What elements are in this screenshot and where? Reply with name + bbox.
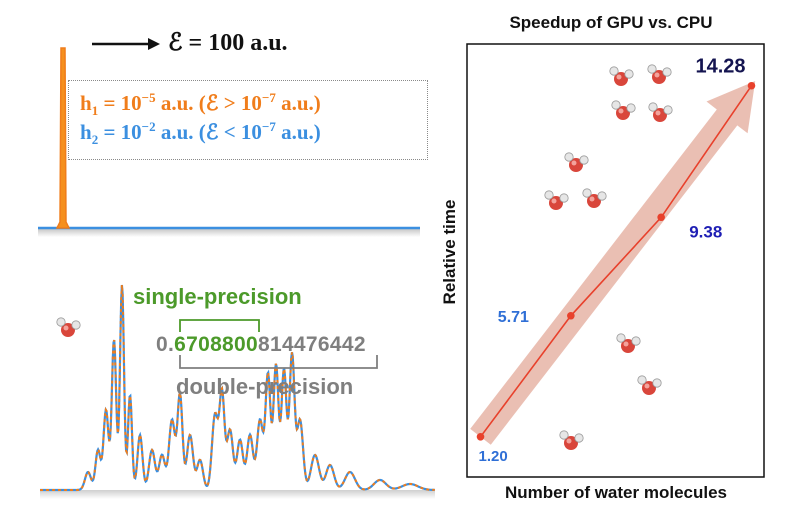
number-single-part: 6708800 <box>174 333 258 356</box>
water-molecule-icon <box>647 64 672 85</box>
h1-exp: −5 <box>141 90 156 105</box>
x-axis-label: Number of water molecules <box>504 483 727 502</box>
value-label-4: 14.28 <box>696 56 746 78</box>
h1-unit: a.u. (ℰ > 10 <box>155 91 262 115</box>
h2-line: h2 = 10−2 a.u. (ℰ < 10−7 a.u.) <box>80 119 321 148</box>
series-line <box>479 85 753 438</box>
value-label-1: 1.20 <box>479 448 508 465</box>
h1-line: h1 = 10−5 a.u. (ℰ > 10−7 a.u.) <box>80 90 321 119</box>
water-molecule-icon <box>648 102 673 123</box>
water-molecule-icon <box>544 190 569 211</box>
trend-arrow <box>470 81 756 445</box>
chart-title: Speedup of GPU vs. CPU <box>509 13 713 32</box>
double-bracket <box>179 355 378 369</box>
pulse-plot <box>38 38 420 237</box>
arrow-head-icon <box>148 38 160 50</box>
value-label-3: 9.38 <box>689 222 722 241</box>
single-precision-label: single-precision <box>133 284 302 309</box>
h2-exp2: −7 <box>261 119 276 134</box>
spectrum-single-line <box>40 284 435 491</box>
water-molecule-icon <box>582 188 607 209</box>
h2-sub: 2 <box>91 132 99 148</box>
baseline-shadow <box>38 229 420 237</box>
h1-sub: 1 <box>91 103 99 119</box>
h2-unit: a.u. (ℰ < 10 <box>155 120 262 144</box>
water-molecule-icon <box>616 333 641 354</box>
spectrum-shadow <box>40 490 435 499</box>
double-precision-label: double-precision <box>176 374 354 399</box>
data-point-4 <box>747 81 756 90</box>
y-axis-label: Relative time <box>440 199 459 305</box>
number-rest: 814476442 <box>257 333 366 356</box>
water-molecule-icon <box>609 66 634 87</box>
field-strength-label: ℰ = 100 a.u. <box>168 30 288 56</box>
water-molecule-icon <box>56 317 81 338</box>
field-pulse <box>55 47 71 229</box>
number-prefix: 0. <box>156 333 175 356</box>
speedup-chart: 1.20 5.71 9.38 14.28 <box>466 43 765 478</box>
data-point-2 <box>567 311 575 320</box>
h2-eq: = 10 <box>98 120 142 144</box>
h1-eq: = 10 <box>98 91 142 115</box>
water-molecule-icon <box>637 375 662 396</box>
h-values-box <box>68 80 428 160</box>
plot-frame <box>466 43 765 478</box>
spectrum-plot <box>40 284 435 499</box>
single-bracket <box>179 319 260 332</box>
value-label-2: 5.71 <box>498 309 529 326</box>
water-molecule-icon <box>611 100 636 121</box>
data-point-1 <box>476 432 485 441</box>
h2-exp: −2 <box>141 119 156 134</box>
h2-unit2: a.u.) <box>275 120 321 144</box>
water-molecule-icon <box>559 430 584 451</box>
h1-unit2: a.u.) <box>275 91 321 115</box>
h2-base: h <box>80 120 92 144</box>
water-molecule-icon <box>564 152 589 173</box>
h1-exp2: −7 <box>261 90 276 105</box>
precision-number: 0.6708800814476442 <box>156 333 366 357</box>
data-point-3 <box>657 213 665 222</box>
h1-base: h <box>80 91 92 115</box>
